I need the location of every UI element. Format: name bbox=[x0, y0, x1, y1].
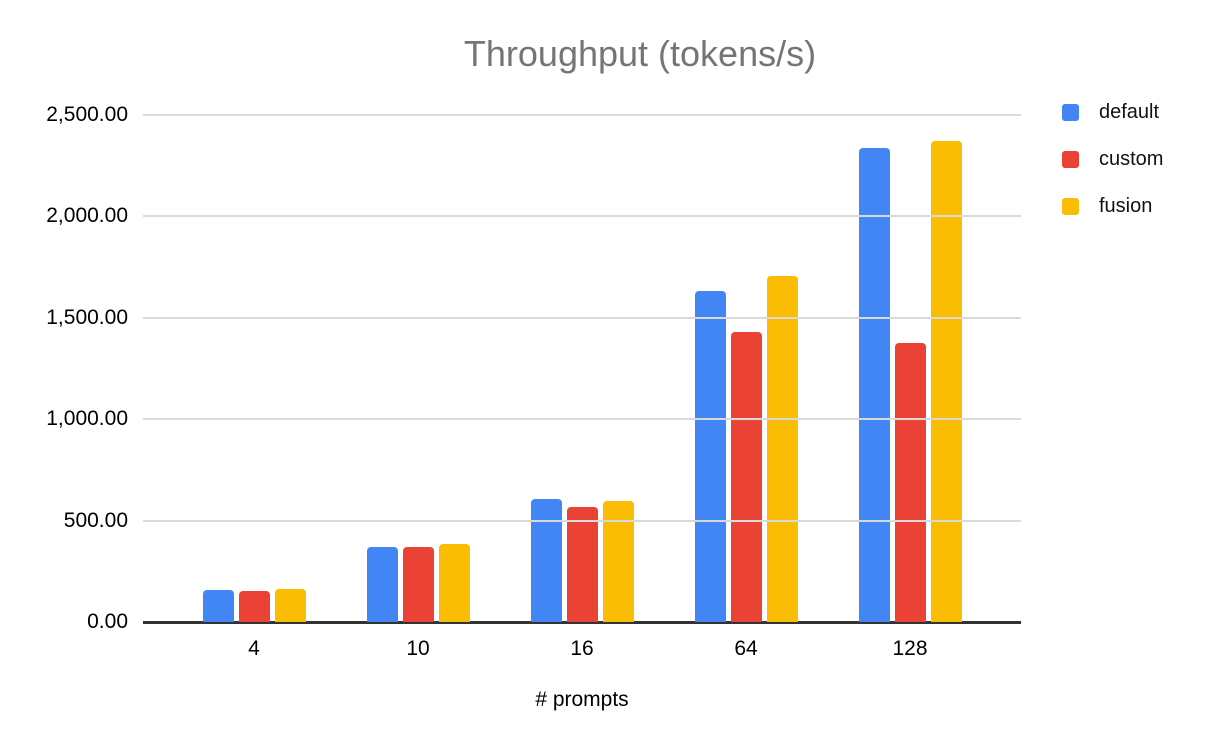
x-axis-tick-label: 64 bbox=[734, 637, 758, 660]
legend-item-label: custom bbox=[1099, 148, 1164, 170]
bar-custom-4 bbox=[238, 590, 270, 622]
gridline bbox=[143, 519, 1021, 522]
bar-group-64 bbox=[664, 115, 828, 622]
y-axis-tick-label: 1,500.00 bbox=[46, 305, 128, 329]
bar-default-10 bbox=[366, 547, 398, 622]
x-axis-tick-label: 4 bbox=[248, 637, 260, 660]
x-axis-tick-labels: 4 10 16 64 128 bbox=[172, 637, 992, 661]
x-axis-tick-label: 16 bbox=[570, 637, 594, 660]
legend-swatch-custom-icon bbox=[1062, 151, 1079, 168]
gridline bbox=[143, 114, 1021, 116]
legend-swatch-default-icon bbox=[1062, 104, 1079, 121]
bar-custom-10 bbox=[402, 546, 434, 622]
bar-default-4 bbox=[202, 590, 234, 622]
y-axis-tick-labels: 2,500.00 2,000.00 1,500.00 1,000.00 500.00 0.… bbox=[0, 103, 128, 633]
bar-default-128 bbox=[858, 147, 890, 622]
bar-fusion-128 bbox=[930, 140, 962, 622]
x-axis-tick-label: 128 bbox=[892, 637, 928, 660]
legend-item-custom: custom bbox=[1062, 148, 1164, 170]
bar-group-16 bbox=[500, 115, 664, 622]
legend-swatch-fusion-icon bbox=[1062, 198, 1079, 215]
x-axis-title: # prompts bbox=[535, 688, 629, 711]
legend-item-fusion: fusion bbox=[1062, 195, 1163, 217]
bar-custom-64 bbox=[730, 332, 762, 622]
legend-item-label: fusion bbox=[1099, 195, 1153, 217]
y-axis-tick-label: 2,000.00 bbox=[46, 204, 128, 228]
gridline bbox=[143, 215, 1021, 218]
bar-custom-16 bbox=[566, 506, 598, 622]
legend-item-label: default bbox=[1099, 101, 1160, 123]
legend: default custom fusion bbox=[1062, 101, 1164, 244]
x-axis-line bbox=[143, 621, 1021, 624]
bar-fusion-64 bbox=[766, 276, 798, 622]
bar-fusion-4 bbox=[274, 588, 306, 622]
y-axis-tick-label: 2,500.00 bbox=[46, 103, 128, 126]
bar-default-64 bbox=[694, 291, 726, 622]
y-axis-tick-label: 0.00 bbox=[87, 610, 128, 633]
x-axis-tick-label: 10 bbox=[406, 637, 430, 660]
bar-group-128 bbox=[828, 115, 992, 622]
chart-title: Throughput (tokens/s) bbox=[463, 33, 817, 74]
bar-group-4 bbox=[172, 115, 336, 622]
y-axis-tick-label: 1,000.00 bbox=[46, 407, 128, 431]
gridline bbox=[143, 418, 1021, 421]
plot-area bbox=[143, 114, 1021, 624]
bar-fusion-10 bbox=[438, 543, 470, 622]
y-axis-tick-label: 500.00 bbox=[63, 508, 128, 532]
bar-group-10 bbox=[336, 115, 500, 622]
bar-custom-128 bbox=[894, 342, 926, 622]
bar-bands bbox=[172, 115, 992, 622]
bar-default-16 bbox=[530, 499, 562, 622]
legend-item-default: default bbox=[1062, 101, 1163, 123]
gridline bbox=[143, 316, 1021, 319]
